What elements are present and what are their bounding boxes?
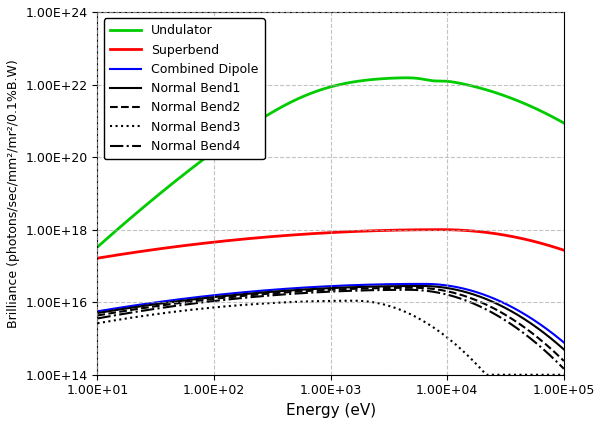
- Normal Bend3: [308, 299, 315, 304]
- Undulator: [547, 113, 554, 118]
- Combined Dipole: [321, 284, 328, 289]
- Superbend: [560, 248, 568, 253]
- Normal Bend1: [547, 335, 554, 340]
- Undulator: [461, 82, 468, 87]
- Superbend: [308, 231, 315, 236]
- X-axis label: Energy (eV): Energy (eV): [285, 403, 376, 418]
- Undulator: [308, 91, 315, 96]
- Normal Bend3: [350, 298, 358, 303]
- Normal Bend3: [483, 372, 490, 377]
- Legend: Undulator, Superbend, Combined Dipole, Normal Bend1, Normal Bend2, Normal Bend3,: Undulator, Superbend, Combined Dipole, N…: [104, 18, 265, 159]
- Combined Dipole: [117, 305, 125, 310]
- Normal Bend3: [461, 350, 468, 355]
- Normal Bend4: [94, 316, 101, 321]
- Normal Bend2: [560, 358, 568, 363]
- Line: Undulator: Undulator: [98, 78, 564, 247]
- Normal Bend4: [405, 287, 412, 292]
- Undulator: [547, 113, 554, 119]
- Normal Bend3: [547, 372, 554, 377]
- Combined Dipole: [547, 329, 554, 334]
- Normal Bend4: [117, 312, 125, 317]
- Normal Bend2: [547, 346, 554, 351]
- Normal Bend1: [308, 286, 315, 292]
- Combined Dipole: [94, 309, 101, 314]
- Combined Dipole: [560, 340, 568, 345]
- Normal Bend2: [308, 288, 315, 293]
- Normal Bend3: [321, 298, 328, 303]
- Undulator: [560, 120, 568, 125]
- Normal Bend4: [547, 353, 554, 358]
- Normal Bend1: [94, 311, 101, 316]
- Superbend: [547, 244, 554, 249]
- Normal Bend1: [547, 336, 554, 341]
- Combined Dipole: [420, 281, 427, 286]
- Undulator: [321, 86, 328, 91]
- Superbend: [321, 230, 328, 235]
- Normal Bend4: [308, 290, 315, 295]
- Normal Bend1: [418, 283, 425, 289]
- Normal Bend4: [547, 353, 554, 358]
- Line: Normal Bend2: Normal Bend2: [98, 288, 564, 361]
- Normal Bend4: [560, 366, 568, 371]
- Undulator: [117, 224, 125, 229]
- Normal Bend2: [321, 287, 328, 292]
- Undulator: [94, 244, 101, 249]
- Line: Normal Bend3: Normal Bend3: [98, 301, 564, 375]
- Normal Bend2: [94, 313, 101, 318]
- Superbend: [117, 252, 125, 257]
- Normal Bend1: [560, 347, 568, 352]
- Normal Bend2: [547, 346, 554, 351]
- Line: Combined Dipole: Combined Dipole: [98, 284, 564, 343]
- Y-axis label: Brilliance (photons/sec/mm²/mr²/0.1%B.W): Brilliance (photons/sec/mm²/mr²/0.1%B.W): [7, 59, 20, 328]
- Normal Bend1: [321, 286, 328, 291]
- Normal Bend3: [94, 321, 101, 326]
- Line: Superbend: Superbend: [98, 230, 564, 258]
- Superbend: [438, 227, 445, 232]
- Superbend: [461, 228, 468, 233]
- Normal Bend1: [117, 307, 125, 312]
- Undulator: [402, 75, 409, 80]
- Line: Normal Bend4: Normal Bend4: [98, 290, 564, 369]
- Normal Bend1: [461, 289, 468, 295]
- Superbend: [94, 255, 101, 261]
- Combined Dipole: [547, 329, 554, 334]
- Line: Normal Bend1: Normal Bend1: [98, 286, 564, 349]
- Normal Bend3: [560, 372, 568, 377]
- Superbend: [547, 244, 554, 249]
- Normal Bend3: [547, 372, 554, 377]
- Normal Bend2: [461, 294, 468, 299]
- Normal Bend3: [117, 317, 125, 322]
- Normal Bend2: [411, 285, 418, 290]
- Normal Bend4: [321, 289, 328, 295]
- Normal Bend2: [117, 309, 125, 314]
- Normal Bend4: [461, 298, 468, 303]
- Combined Dipole: [461, 286, 468, 292]
- Combined Dipole: [308, 285, 315, 290]
